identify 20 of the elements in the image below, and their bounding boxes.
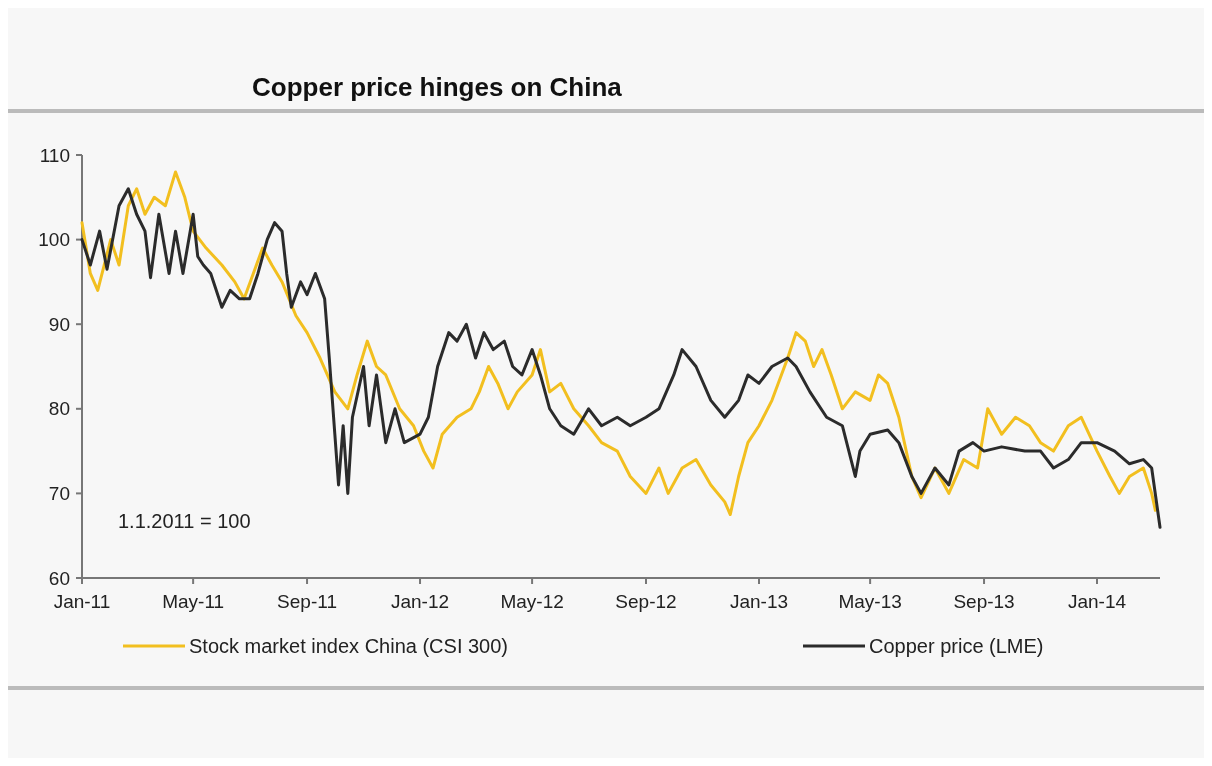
x-tick-label: Jan-11 <box>53 591 111 612</box>
y-tick-label: 70 <box>48 483 70 505</box>
y-tick-label: 60 <box>48 567 70 589</box>
legend-label: Copper price (LME) <box>869 635 1044 657</box>
x-tick-label: Jan-14 <box>1067 591 1127 612</box>
legend-label: Stock market index China (CSI 300) <box>189 635 509 657</box>
x-tick-label: Jan-12 <box>390 591 450 612</box>
x-tick-label: May-12 <box>500 591 564 612</box>
x-tick-label: May-13 <box>838 591 902 612</box>
x-tick-label: Jan-13 <box>729 591 789 612</box>
chart-title: Copper price hinges on China <box>252 72 623 102</box>
x-tick-label: Sep-13 <box>953 591 1015 612</box>
y-tick-label: 80 <box>48 398 70 420</box>
annotation: 1.1.2011 = 100 <box>118 510 251 532</box>
x-tick-label: May-11 <box>162 591 225 612</box>
y-tick-label: 110 <box>39 144 70 166</box>
y-tick-label: 90 <box>48 313 70 335</box>
y-tick-label: 100 <box>38 229 70 251</box>
x-tick-label: Sep-12 <box>615 591 677 612</box>
x-tick-label: Sep-11 <box>277 591 337 612</box>
